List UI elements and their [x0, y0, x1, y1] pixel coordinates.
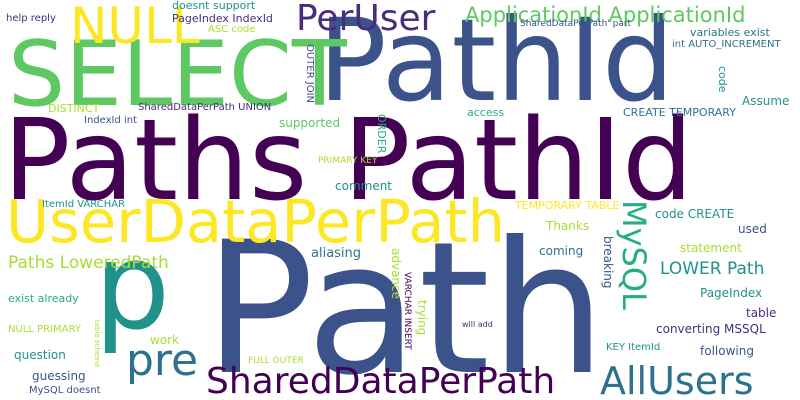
word-converting-mssql: converting MSSQL — [656, 322, 766, 336]
word-access: access — [467, 106, 505, 119]
word-order: ORDER — [375, 114, 388, 154]
word-aliasing: aliasing — [311, 246, 362, 261]
word-exist-already: exist already — [8, 292, 79, 305]
word-pathid: PathId — [318, 0, 675, 127]
word-supported: supported — [279, 116, 341, 130]
word-shared-part: SharedDataPerPath' part — [520, 19, 632, 29]
word-paths-loweredpath: Paths LoweredPath — [8, 253, 169, 273]
word-int-auto-increment: int AUTO_INCREMENT — [672, 39, 781, 50]
word-question: question — [14, 348, 66, 362]
word-used: used — [738, 222, 767, 236]
word-outer-join: OUTER JOIN — [304, 44, 315, 103]
word-code-create: code CREATE — [655, 207, 735, 221]
word-assume: Assume — [742, 94, 790, 108]
word-pre: pre — [126, 335, 199, 386]
word-select: SELECT — [8, 22, 347, 127]
word-guessing: guessing — [32, 369, 86, 383]
word-distinct: DISTINCT — [48, 102, 100, 115]
word-key-itemid: KEY ItemId — [606, 342, 661, 353]
word-itemid-varchar: ItemId VARCHAR — [42, 199, 126, 210]
word-p: p — [94, 218, 171, 357]
word-lower-path: LOWER Path — [660, 259, 765, 279]
word-create-temporary: CREATE TEMPORARY — [623, 106, 736, 119]
word-breaking: breaking — [601, 236, 615, 289]
word-allusers: AllUsers — [600, 359, 754, 400]
word-table: table — [746, 306, 777, 320]
word-statement: statement — [680, 241, 742, 255]
word-comment: comment — [335, 179, 393, 193]
word-mysql-doesnt: MySQL doesnt — [29, 385, 101, 396]
word-coming: coming — [539, 244, 584, 258]
word-will-add: will add — [462, 320, 493, 329]
word-null-primary: NULL PRIMARY — [8, 324, 81, 335]
word-pageindex: PageIndex — [700, 286, 763, 300]
word-mysql: MySQL — [615, 200, 653, 310]
word-table-schema: table schema — [93, 320, 101, 368]
word-applicationid: ApplicationId ApplicationId — [465, 3, 746, 27]
word-temporary-table: TEMPORARY TABLE — [515, 199, 620, 212]
word-trying: trying — [415, 300, 429, 336]
word-peruser: PerUser — [296, 0, 436, 39]
word-pageindex-indexid: PageIndex IndexId — [172, 12, 273, 25]
word-paths-pathid: Paths PathId — [3, 96, 694, 226]
word-userdataperpath: UserDataPerPath — [6, 187, 505, 256]
word-indexid-int: IndexId int — [84, 115, 138, 126]
word-null: NULL — [70, 0, 200, 55]
word-doesnt-support: doesnt support — [172, 0, 256, 12]
word-primary-key: PRIMARY KEY — [318, 156, 378, 166]
word-help-reply: help reply — [6, 13, 56, 24]
word-varchar-insert: VARCHAR INSERT — [402, 272, 412, 350]
word-asc-code: ASC code — [208, 24, 256, 35]
word-work: work — [150, 333, 180, 347]
word-code: code — [716, 66, 729, 93]
word-shareddataperpath: SharedDataPerPath — [206, 361, 556, 400]
word-full-outer: FULL OUTER — [248, 356, 304, 366]
word-shared-union: SharedDataPerPath UNION — [138, 102, 272, 113]
word-path: Path — [204, 203, 607, 400]
word-following: following — [700, 344, 754, 358]
word-advance: advance — [389, 248, 403, 300]
word-thanks: Thanks — [546, 219, 590, 233]
word-variables-exist: variables exist — [690, 26, 770, 39]
